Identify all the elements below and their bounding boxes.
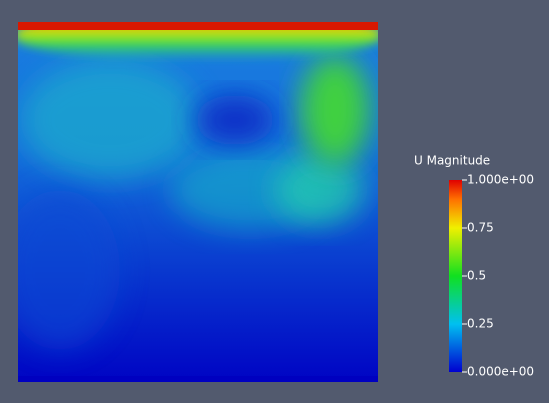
tick-label: 1.000e+00 bbox=[467, 173, 534, 187]
color-bar-title: U Magnitude bbox=[414, 154, 490, 168]
color-bar-ticks: 1.000e+00 0.75 0.5 0.25 0.000e+00 bbox=[462, 173, 534, 379]
tick-label: 0.5 bbox=[467, 269, 486, 283]
velocity-field bbox=[18, 22, 378, 382]
tick-label: 0.000e+00 bbox=[467, 365, 534, 379]
color-bar bbox=[449, 180, 462, 372]
tick-label: 0.75 bbox=[467, 221, 494, 235]
tick-label: 0.25 bbox=[467, 317, 494, 331]
